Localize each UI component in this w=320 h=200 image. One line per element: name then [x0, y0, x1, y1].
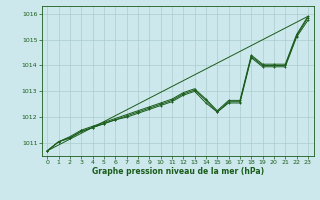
- X-axis label: Graphe pression niveau de la mer (hPa): Graphe pression niveau de la mer (hPa): [92, 167, 264, 176]
